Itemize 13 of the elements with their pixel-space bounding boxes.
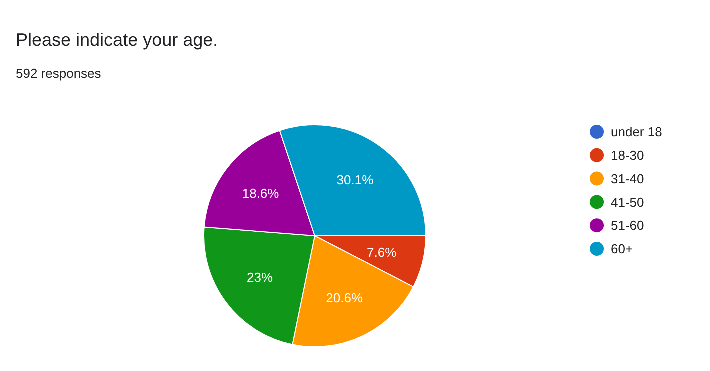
data-label: 20.6% [326, 290, 364, 306]
legend-label: 18-30 [611, 148, 644, 163]
legend-label: 51-60 [611, 218, 644, 234]
legend-label: under 18 [611, 124, 662, 140]
text: 592 responses [16, 66, 102, 81]
legend-label: 41-50 [611, 194, 644, 210]
chart-title: Please indicate your age. [16, 30, 218, 50]
legend-label: 31-40 [611, 171, 644, 186]
data-label: 30.1% [336, 172, 374, 188]
data-label: 23% [246, 270, 274, 285]
data-label: 7.6% [367, 244, 398, 260]
legend-label: 60+ [611, 242, 634, 257]
data-label: 18.6% [242, 186, 280, 202]
